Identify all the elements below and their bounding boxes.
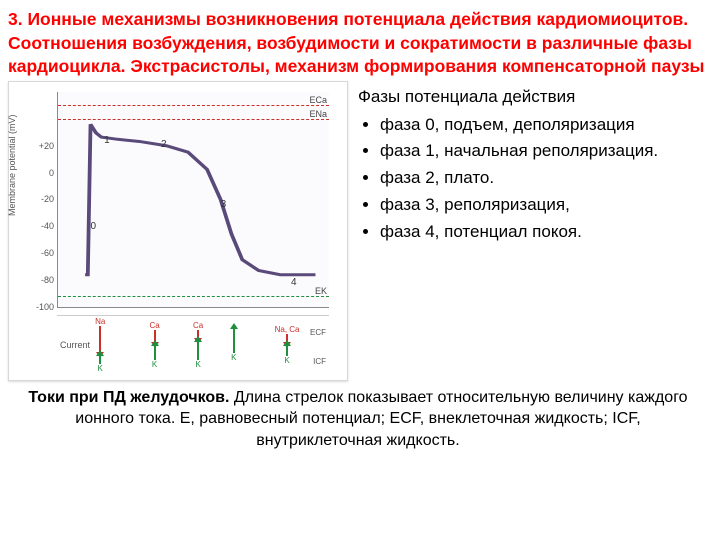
ion-arrow bbox=[197, 340, 199, 360]
ion-arrow bbox=[286, 344, 288, 356]
phase-number-label: 3 bbox=[221, 199, 227, 210]
phases-heading: Фазы потенциала действия bbox=[358, 85, 708, 109]
phase-item: фаза 1, начальная реполяризация. bbox=[380, 139, 708, 163]
ion-label: K bbox=[284, 356, 289, 365]
action-potential-chart: Membrane potential (mV) -100 -80 -60 -40 -20… bbox=[8, 81, 348, 381]
ion-label: K bbox=[195, 360, 200, 369]
ytick: -60 bbox=[41, 248, 58, 258]
ion-arrow bbox=[99, 354, 101, 364]
y-axis-label: Membrane potential (mV) bbox=[7, 114, 17, 216]
ion-column: K bbox=[231, 316, 236, 374]
ytick: -20 bbox=[41, 194, 58, 204]
ecf-label: ECF bbox=[310, 328, 326, 337]
ion-label: K bbox=[98, 364, 103, 373]
equilibrium-line bbox=[58, 105, 329, 106]
ion-column: Na K bbox=[95, 316, 105, 374]
ion-label: K bbox=[231, 353, 236, 362]
ion-label: Ca bbox=[193, 321, 203, 330]
chart-column: Membrane potential (mV) -100 -80 -60 -40 -20… bbox=[8, 81, 348, 381]
phase-number-label: 2 bbox=[161, 139, 167, 150]
icf-label: ICF bbox=[313, 357, 326, 366]
equilibrium-label: ENa bbox=[309, 109, 327, 119]
ion-label: K bbox=[152, 360, 157, 369]
current-label: Current bbox=[60, 340, 90, 350]
phase-item: фаза 0, подъем, деполяризация bbox=[380, 113, 708, 137]
ion-label: Ca bbox=[149, 321, 159, 330]
phase-number-label: 1 bbox=[104, 135, 110, 146]
text-column: Фазы потенциала действия фаза 0, подъем,… bbox=[358, 81, 708, 247]
page-title: 3. Ионные механизмы возникновения потенц… bbox=[8, 8, 708, 79]
ion-arrow bbox=[233, 327, 235, 353]
ion-column: Ca K bbox=[193, 316, 203, 374]
ytick: -100 bbox=[36, 302, 58, 312]
caption-lead: Токи при ПД желудочков. bbox=[28, 389, 229, 406]
equilibrium-label: EK bbox=[315, 286, 327, 296]
ytick: -80 bbox=[41, 275, 58, 285]
ion-label: Na bbox=[95, 317, 105, 326]
equilibrium-line bbox=[58, 119, 329, 120]
equilibrium-label: ECa bbox=[309, 95, 327, 105]
ion-column: Na, Ca K bbox=[275, 316, 300, 374]
phase-item: фаза 3, реполяризация, bbox=[380, 193, 708, 217]
phase-number-label: 0 bbox=[91, 221, 97, 232]
content-row: Membrane potential (mV) -100 -80 -60 -40 -20… bbox=[8, 81, 708, 381]
equilibrium-line bbox=[58, 296, 329, 297]
ion-arrow bbox=[154, 344, 156, 360]
phase-item: фаза 2, плато. bbox=[380, 166, 708, 190]
phase-item: фаза 4, потенциал покоя. bbox=[380, 220, 708, 244]
ion-column: Ca K bbox=[149, 316, 159, 374]
phase-number-label: 4 bbox=[291, 277, 297, 288]
ytick: +20 bbox=[39, 141, 58, 151]
ion-label: Na, Ca bbox=[275, 325, 300, 334]
plot-area: -100-80-60-40-200+20ECaENaEK12034 bbox=[57, 92, 329, 308]
phase-list: фаза 0, подъем, деполяризацияфаза 1, нач… bbox=[358, 113, 708, 244]
ytick: 0 bbox=[49, 168, 58, 178]
caption: Токи при ПД желудочков. Длина стрелок по… bbox=[8, 387, 708, 452]
ion-current-panel: Current ECF ICF Na K Ca K Ca K K Na, Ca K bbox=[57, 315, 329, 374]
ytick: -40 bbox=[41, 221, 58, 231]
